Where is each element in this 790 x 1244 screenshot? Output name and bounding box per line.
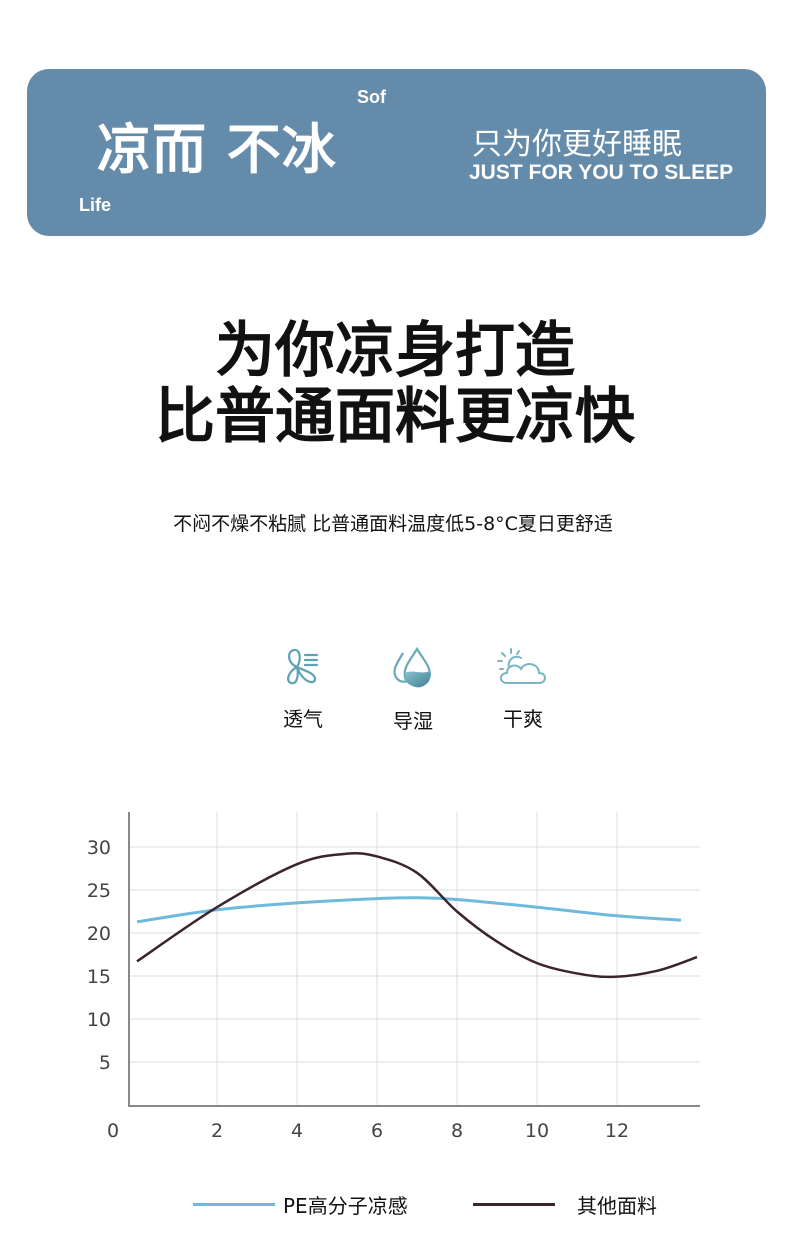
headline-line-1: 为你凉身打造 — [215, 316, 575, 386]
banner-slogan-cn: 只为你更好睡眠 — [472, 127, 682, 162]
y-tick-label: 15 — [87, 966, 111, 988]
feature-label: 干爽 — [503, 707, 543, 731]
legend-label-pe: PE高分子凉感 — [283, 1194, 408, 1218]
feature-moisture: 导湿 — [358, 645, 468, 734]
banner-title: 凉而 不冰 — [97, 118, 337, 181]
y-tick-label: 5 — [99, 1052, 111, 1074]
x-tick-label: 2 — [211, 1120, 223, 1142]
x-tick-label: 4 — [291, 1120, 303, 1142]
x-tick-label: 6 — [371, 1120, 383, 1142]
x-tick-label: 8 — [451, 1120, 463, 1142]
headline-line-2: 比普通面料更凉快 — [155, 382, 635, 452]
x-tick-label: 12 — [605, 1120, 629, 1142]
temperature-chart: 5 10 15 20 25 30 0 2 4 6 8 10 12 — [87, 812, 700, 1142]
feature-dry: 干爽 — [468, 645, 578, 732]
feature-label: 导湿 — [393, 709, 433, 733]
legend-swatch-pe — [193, 1203, 275, 1206]
y-tick-label: 20 — [87, 923, 111, 945]
feature-breathable: 透气 — [248, 645, 358, 732]
x-tick-label: 0 — [107, 1120, 119, 1142]
y-tick-label: 10 — [87, 1009, 111, 1031]
banner-tag-bottom: Life — [79, 195, 112, 215]
feature-label: 透气 — [283, 707, 323, 731]
header-banner: 凉而 不冰 Sof Life 只为你更好睡眠 JUST FOR YOU TO S… — [27, 69, 766, 236]
banner-slogan-en: JUST FOR YOU TO SLEEP — [469, 161, 734, 184]
series-line-other — [136, 852, 698, 979]
water-drop-icon — [393, 646, 431, 688]
x-tick-label: 10 — [525, 1120, 549, 1142]
series-line-pe — [136, 896, 682, 924]
legend-label-other: 其他面料 — [577, 1194, 657, 1218]
sun-cloud-icon — [497, 648, 546, 684]
fan-icon — [287, 648, 319, 685]
legend-swatch-other — [473, 1203, 555, 1206]
y-tick-label: 25 — [87, 880, 111, 902]
y-tick-label: 30 — [87, 837, 111, 859]
subtitle: 不闷不燥不粘腻 比普通面料温度低5-8°C夏日更舒适 — [173, 513, 613, 535]
banner-tag-top: Sof — [357, 87, 386, 107]
